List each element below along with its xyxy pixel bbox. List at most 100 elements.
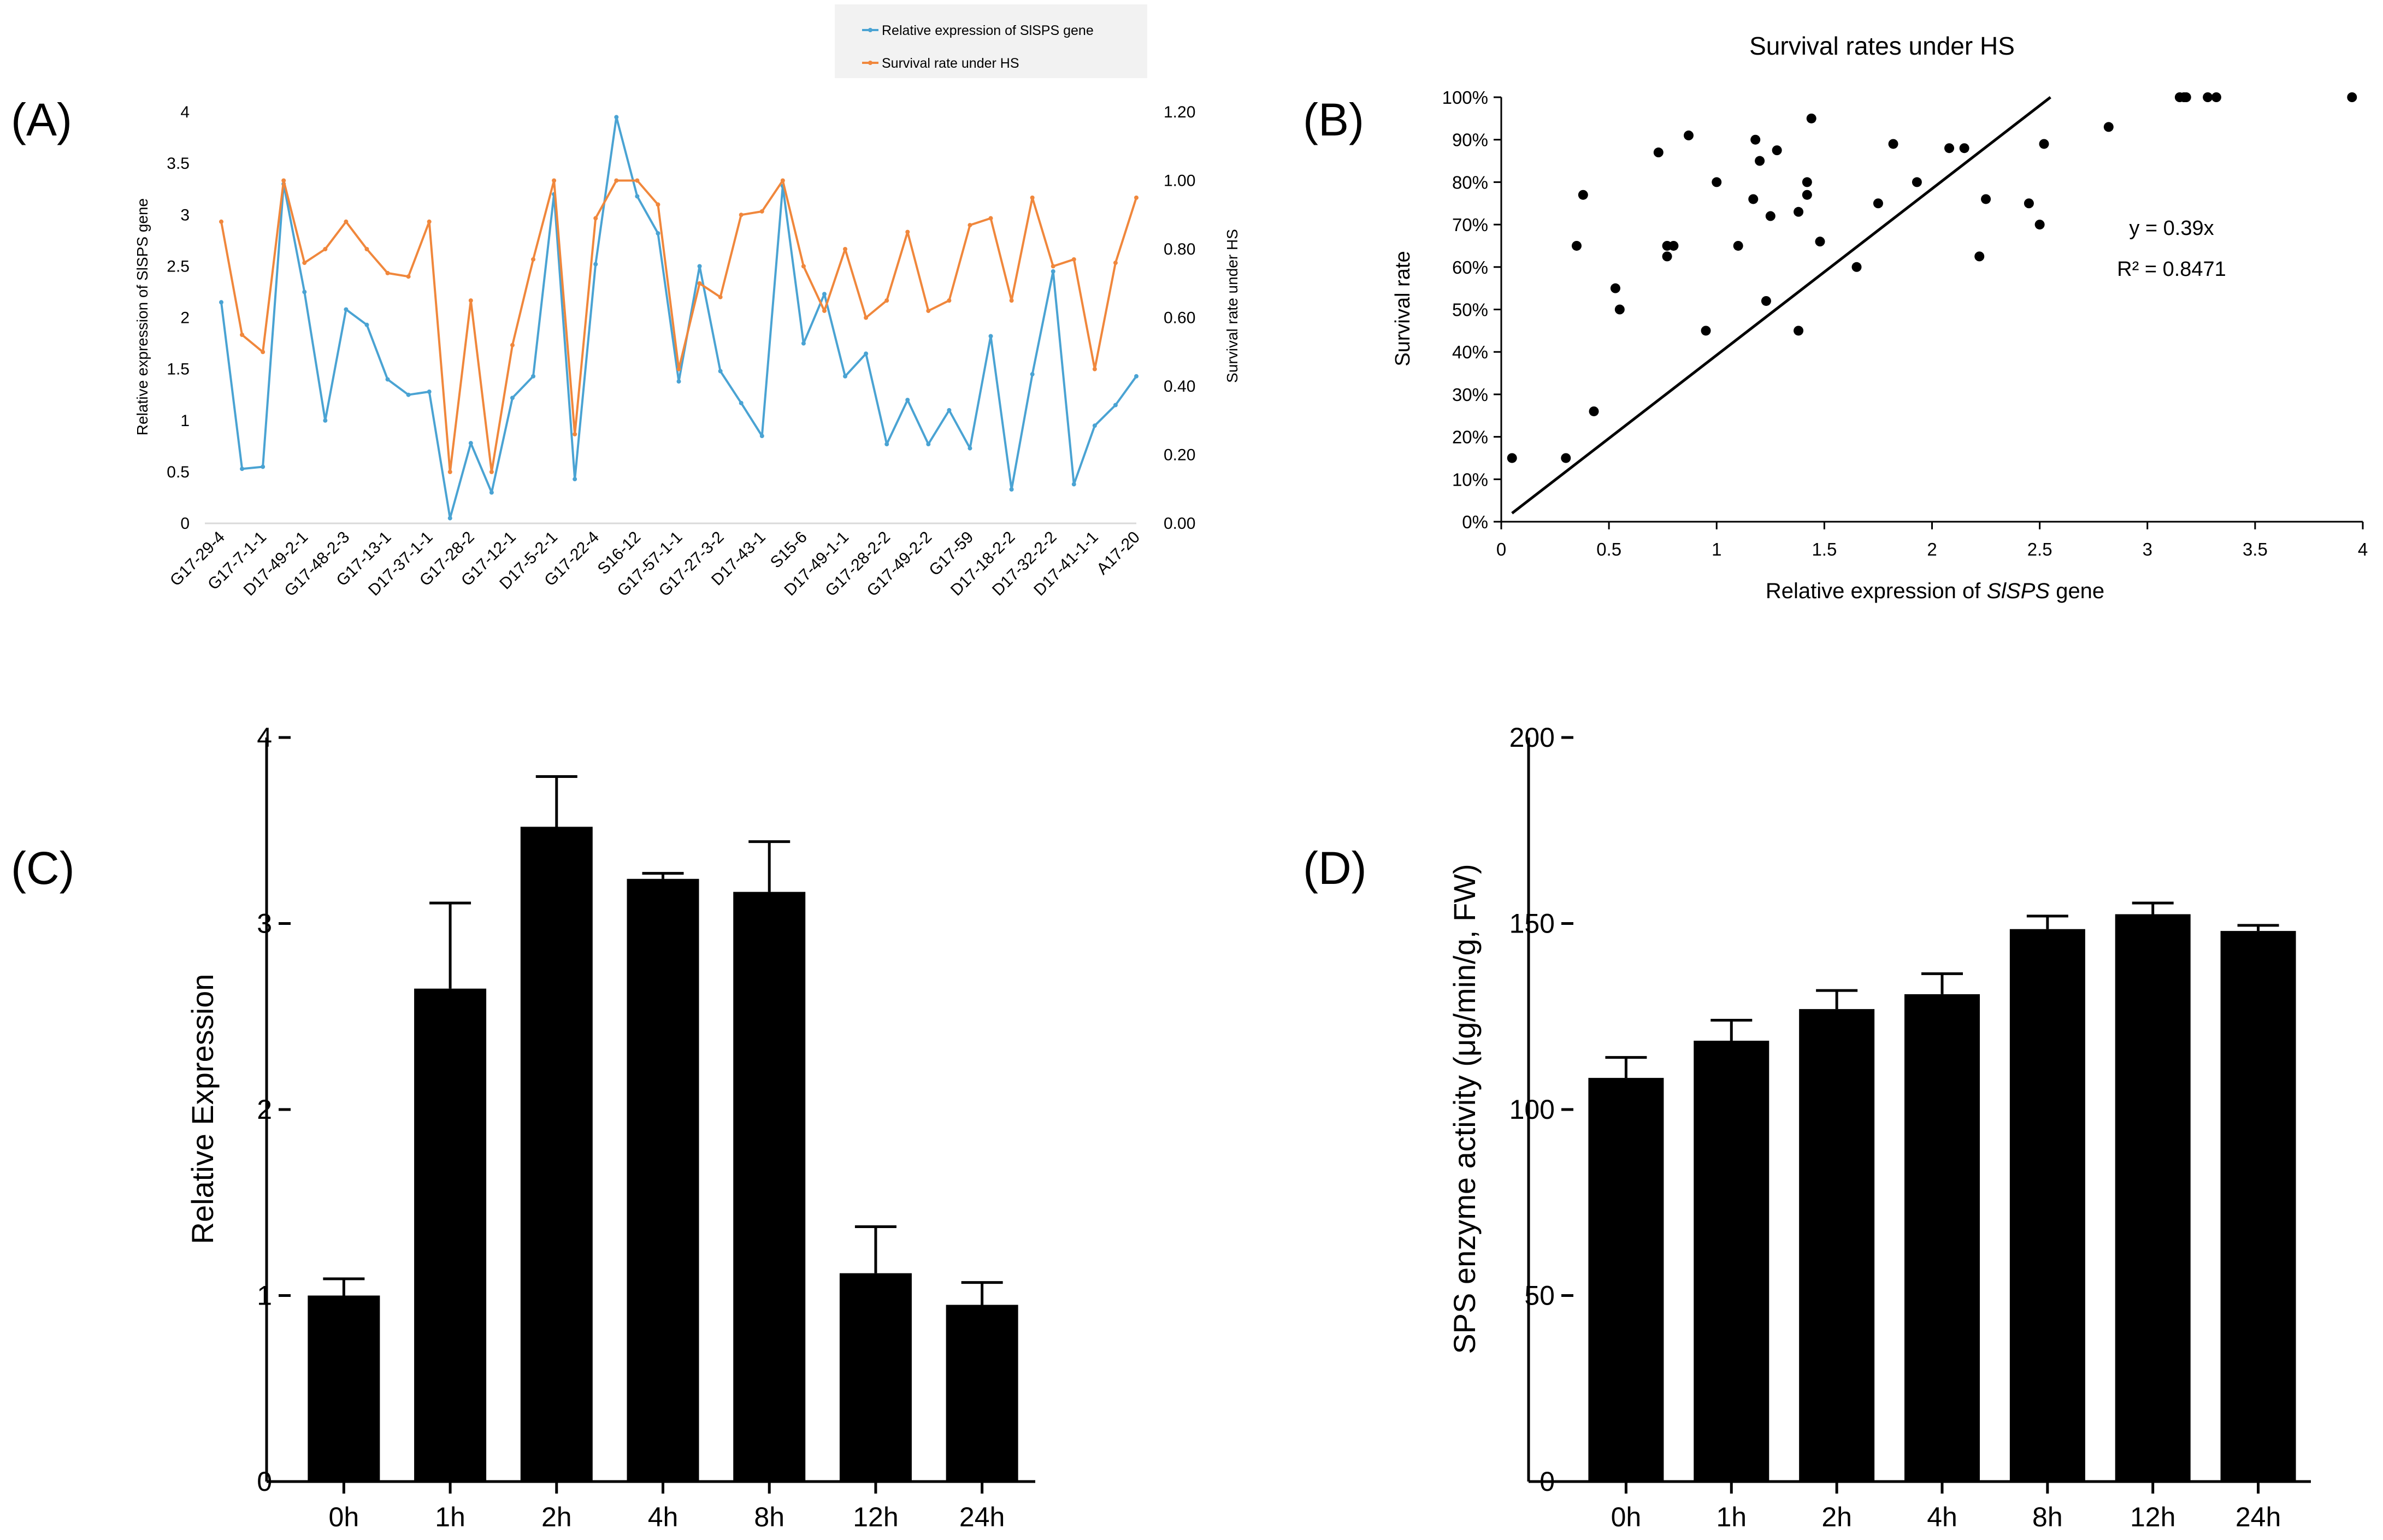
series-point-a-1-40 <box>1051 264 1055 269</box>
x-tick-d-0: 0h <box>1611 1502 1642 1532</box>
series-point-a-0-29 <box>822 292 827 297</box>
bar-d-6 <box>2220 931 2296 1482</box>
y-axis-label-right-a: Survival rate under HS <box>1224 229 1241 383</box>
y-tick-b-1: 10% <box>1452 469 1488 489</box>
x-tick-a-22: A17-20 <box>1093 528 1143 579</box>
y-tick-left-a-6: 3 <box>180 206 190 224</box>
bars-c <box>308 775 1018 1482</box>
trendline-r2-b: R² = 0.8471 <box>2117 258 2226 281</box>
x-tick-b-6: 3 <box>2143 539 2152 559</box>
y-tick-b-9: 90% <box>1452 130 1488 150</box>
series-point-a-0-25 <box>739 400 744 405</box>
series-point-a-1-4 <box>302 261 307 265</box>
series-point-a-0-20 <box>635 194 640 199</box>
series-point-a-0-39 <box>1030 372 1035 377</box>
scatter-point-b-11 <box>1683 130 1694 140</box>
y-tick-left-a-3: 1.5 <box>167 361 190 379</box>
series-point-a-1-18 <box>593 216 598 221</box>
scatter-point-b-3 <box>1578 190 1588 200</box>
scatter-point-b-1 <box>1561 453 1571 463</box>
trendline-b <box>1511 96 2051 515</box>
series-point-a-1-37 <box>988 216 993 221</box>
x-tick-d-5: 12h <box>2130 1502 2175 1532</box>
series-point-a-1-36 <box>968 223 972 228</box>
bar-c-4 <box>733 892 806 1482</box>
y-tick-right-a-0: 0.00 <box>1164 515 1195 533</box>
x-tick-b-4: 2 <box>1927 539 1937 559</box>
y-tick-d-4: 200 <box>1509 722 1555 753</box>
series-point-a-0-24 <box>718 369 723 374</box>
y-tick-left-a-8: 4 <box>180 103 190 121</box>
series-point-a-1-5 <box>323 247 328 251</box>
series-point-a-0-22 <box>676 379 681 384</box>
x-tick-d-6: 24h <box>2235 1502 2281 1532</box>
x-ticks-a: G17-29-4G17-7-1-1D17-49-2-1G17-48-2-3G17… <box>167 528 1143 600</box>
scatter-point-b-2 <box>1571 240 1582 251</box>
y-tick-d-3: 150 <box>1509 908 1555 939</box>
scatter-point-b-23 <box>1802 190 1812 200</box>
series-point-a-0-19 <box>614 115 619 120</box>
x-tick-b-1: 0.5 <box>1596 539 1621 559</box>
panel-label-a: (A) <box>11 94 72 145</box>
scatter-point-b-42 <box>2203 92 2213 102</box>
series-point-a-0-37 <box>988 334 993 339</box>
y-ticks-right-a: 0.00 0.20 0.40 0.60 0.80 1.00 1.20 <box>1164 103 1195 533</box>
series-point-a-0-43 <box>1113 403 1118 408</box>
series-point-a-1-12 <box>468 298 473 303</box>
x-tick-b-0: 0 <box>1496 539 1506 559</box>
series-line-a-1 <box>220 179 1137 473</box>
x-tick-c-4: 8h <box>754 1502 784 1532</box>
y-tick-b-0: 0% <box>1462 512 1488 532</box>
x-ticks-c: 0h 1h 2h 4h 8h 12h 24h <box>329 1482 1005 1532</box>
series-point-a-0-41 <box>1071 482 1076 487</box>
series-point-a-0-1 <box>240 467 245 471</box>
x-tick-d-1: 1h <box>1716 1502 1747 1532</box>
bar-c-0 <box>308 1295 380 1482</box>
x-tick-b-3: 1.5 <box>1812 539 1837 559</box>
series-point-a-0-2 <box>261 464 266 469</box>
x-tick-c-5: 12h <box>853 1502 898 1532</box>
series-point-a-0-28 <box>801 341 806 346</box>
series-point-a-0-38 <box>1009 487 1014 492</box>
series-point-a-1-10 <box>427 219 432 224</box>
chart-a: Relative expression of SlSPS gene Surviv… <box>134 4 1241 600</box>
bar-d-5 <box>2115 914 2191 1482</box>
x-tick-c-2: 2h <box>541 1502 572 1532</box>
series-point-a-1-1 <box>240 332 245 337</box>
scatter-point-b-32 <box>1959 143 1969 154</box>
scatter-point-b-26 <box>1815 237 1825 247</box>
series-point-a-1-8 <box>385 270 390 275</box>
series-point-a-1-31 <box>864 315 869 320</box>
scatter-point-b-4 <box>1589 406 1599 416</box>
x-ticks-b: 0 0.5 1 1.5 2 2.5 3 3.5 4 <box>1496 522 2368 559</box>
chart-b: Survival rates under HS 0% 10% 20% 30% 40% 50… <box>1391 32 2368 603</box>
series-point-a-1-7 <box>364 247 369 251</box>
panel-label-b: (B) <box>1303 94 1364 145</box>
scatter-point-b-20 <box>1772 145 1782 156</box>
scatter-point-b-44 <box>2347 92 2357 102</box>
x-tick-b-5: 2.5 <box>2027 539 2052 559</box>
series-point-a-0-9 <box>406 392 411 397</box>
series-point-a-1-6 <box>344 219 349 224</box>
y-ticks-d: 0 50 100 150 200 <box>1509 722 1573 1497</box>
scatter-point-b-27 <box>1851 262 1862 272</box>
series-point-a-0-44 <box>1134 374 1139 379</box>
series-point-a-0-0 <box>219 300 223 305</box>
series-point-a-1-13 <box>489 469 494 474</box>
scatter-points-b <box>1507 92 2357 463</box>
series-point-a-1-25 <box>739 213 744 217</box>
chart-title-b: Survival rates under HS <box>1749 32 2015 60</box>
series-lines-a <box>219 115 1139 521</box>
y-tick-left-a-2: 1 <box>180 412 190 430</box>
scatter-point-b-7 <box>1653 147 1664 158</box>
y-ticks-c: 0 1 2 3 4 <box>257 722 291 1497</box>
scatter-point-b-30 <box>1912 177 1922 187</box>
series-point-a-1-9 <box>406 274 411 279</box>
series-point-a-0-8 <box>385 377 390 382</box>
y-tick-d-0: 0 <box>1539 1466 1555 1497</box>
x-tick-c-1: 1h <box>435 1502 465 1532</box>
series-point-a-1-21 <box>656 202 660 207</box>
scatter-point-b-28 <box>1873 198 1883 209</box>
series-point-a-0-13 <box>489 490 494 495</box>
